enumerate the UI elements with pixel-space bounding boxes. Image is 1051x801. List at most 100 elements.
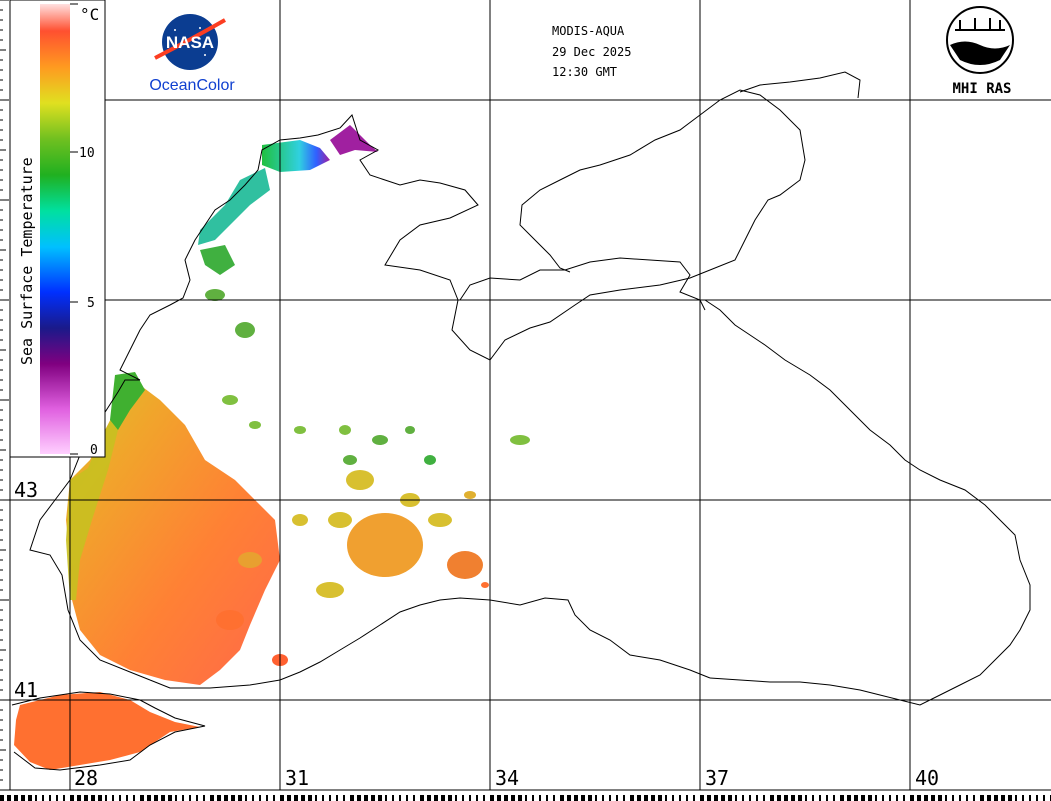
ruler-tick [595,795,597,801]
ruler-tick [1029,795,1031,801]
ruler-tick [448,795,452,801]
ruler-tick [217,795,221,801]
coastline-west [29,379,151,681]
colorbar-tick-0: 0 [90,443,98,458]
ruler-tick [854,795,858,801]
ruler-tick [287,795,291,801]
ruler-tick [399,795,401,801]
sst-northwest-shelf [262,140,330,172]
ruler-tick [70,795,74,801]
ruler-tick [1008,795,1012,801]
mhi-ras-logo: MHI RAS [946,6,1014,97]
ruler-tick [959,795,961,801]
ruler-tick [539,795,541,801]
ruler-tick [224,795,228,801]
ruler-tick [280,795,284,801]
ruler-tick [889,795,891,801]
ruler-tick [693,795,695,801]
colorbar-panel: °C 10 5 0 Sea Surface Temperature [9,0,106,458]
ruler-tick [476,795,478,801]
coastline-azov-north [739,71,861,99]
ruler-tick [427,795,431,801]
ruler-tick [84,795,88,801]
ruler-tick [483,795,485,801]
ruler-tick [910,795,914,801]
ruler-tick [112,795,114,801]
ruler-tick [686,795,688,801]
ruler-tick [490,795,494,801]
ruler-tick [553,795,555,801]
ruler-tick [952,795,954,801]
ruler-tick [336,795,338,801]
ruler-tick [875,795,877,801]
ruler-tick [343,795,345,801]
ruler-tick [119,795,121,801]
ruler-tick [56,795,58,801]
ruler-tick [91,795,95,801]
ruler-tick [847,795,851,801]
ruler-tick [294,795,298,801]
ruler-tick [420,795,424,801]
ruler-tick [588,795,592,801]
ruler-tick [672,795,674,801]
ruler-tick [266,795,268,801]
ruler-tick [315,795,317,801]
ruler-tick [931,795,935,801]
ruler-tick [784,795,788,801]
ruler-tick [770,795,774,801]
latitude-labels: 43 41 [14,478,38,702]
ruler-tick [357,795,361,801]
colorbar-unit: °C [80,5,99,24]
sst-central-patches [205,289,530,666]
ruler-tick [98,795,102,801]
ruler-tick [63,795,65,801]
ruler-tick [406,795,408,801]
ruler-tick [154,795,158,801]
ruler-tick [994,795,998,801]
ruler-tick [371,795,375,801]
ruler-tick [616,795,618,801]
ruler-tick [714,795,718,801]
ruler-tick [945,795,947,801]
ruler-tick [245,795,247,801]
ruler-tick [812,795,814,801]
ruler-tick [35,795,37,801]
ruler-tick [7,795,11,801]
oceancolor-label: OceanColor [149,77,235,94]
ruler-tick [882,795,884,801]
ruler-tick [168,795,172,801]
header: MODIS-AQUA 29 Dec 2025 12:30 GMT [552,24,631,79]
ruler-tick [966,795,968,801]
ruler-tick [469,795,471,801]
ruler-tick [532,795,534,801]
ruler-tick [560,795,564,801]
ruler-tick [602,795,604,801]
ruler-tick [147,795,151,801]
ruler-tick [497,795,501,801]
ruler-tick [826,795,828,801]
ruler-tick [777,795,781,801]
ruler-tick [210,795,214,801]
nasa-logo: NASA OceanColor [149,14,235,94]
ruler-tick [455,795,457,801]
ruler-tick [924,795,928,801]
longitude-labels: 28 31 34 37 40 [74,766,939,790]
ruler-tick [644,795,648,801]
ruler-tick [742,795,744,801]
left-ruler [0,0,11,790]
ruler-tick [833,795,835,801]
ruler-tick [329,795,331,801]
lon-label-37: 37 [705,766,729,790]
ruler-tick [840,795,844,801]
ruler-tick [301,795,305,801]
sst-north-purple [330,125,378,155]
colorbar-tick-10: 10 [79,146,95,161]
ruler-tick [798,795,802,801]
bottom-ruler [0,789,1051,801]
sst-odessa-strip [198,168,270,245]
colorbar-tick-5: 5 [87,296,95,311]
ruler-tick [77,795,81,801]
coastline-crimea [459,257,706,311]
ruler-tick [903,795,905,801]
ruler-tick [637,795,641,801]
